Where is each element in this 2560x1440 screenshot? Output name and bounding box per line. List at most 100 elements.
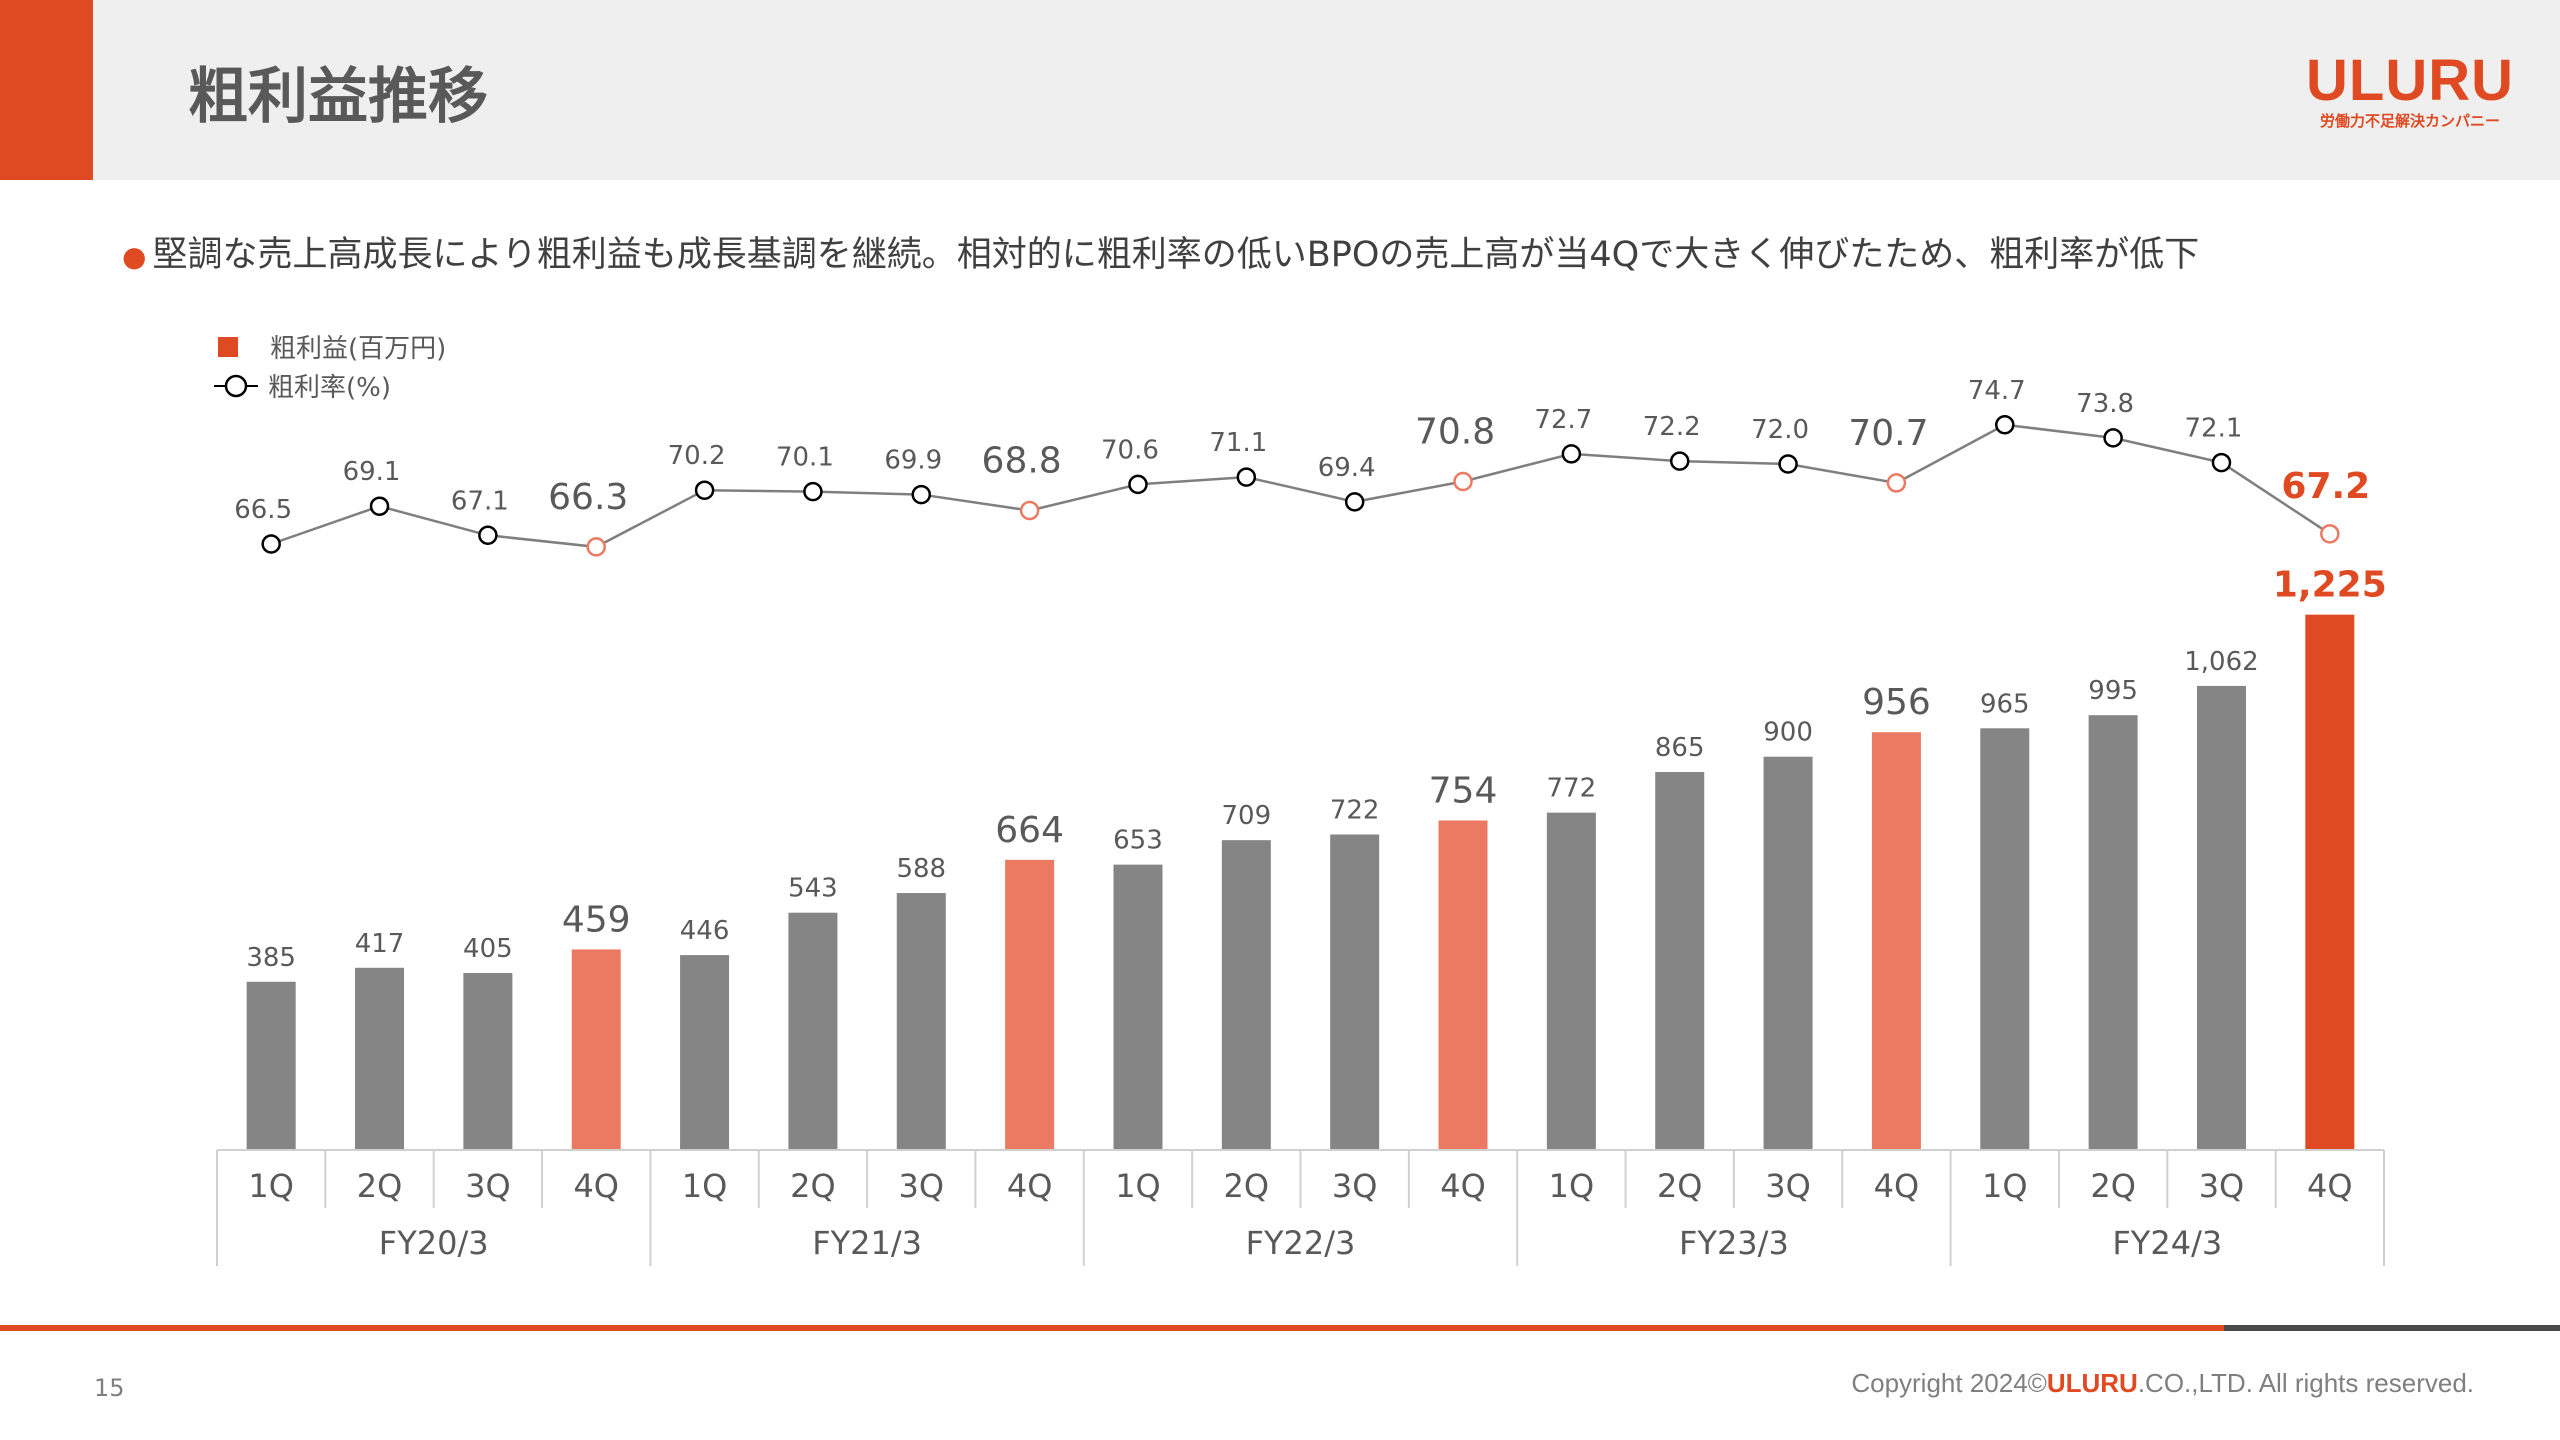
bar — [355, 967, 405, 1150]
quarter-tick-label: 1Q — [1982, 1167, 2028, 1205]
summary-text: 堅調な売上高成長により粗利益も成長基調を継続。相対的に粗利率の低いBPOの売上高… — [152, 235, 2200, 275]
quarter-tick-label: 4Q — [1440, 1167, 1486, 1205]
bar-data-label: 995 — [2088, 676, 2138, 706]
bar — [1871, 732, 1921, 1150]
line-data-label: 71.1 — [1209, 428, 1267, 458]
line-data-label: 74.7 — [1968, 376, 2026, 406]
copyright-suffix: .CO.,LTD. All rights reserved. — [2137, 1368, 2474, 1398]
line-marker — [1453, 471, 1473, 492]
bar-data-label: 385 — [246, 943, 296, 973]
fiscal-year-label: FY22/3 — [1246, 1224, 1356, 1262]
fiscal-year-label: FY21/3 — [812, 1224, 922, 1262]
quarter-tick-label: 2Q — [790, 1167, 836, 1205]
bar-data-label: 965 — [1980, 689, 2030, 719]
fiscal-year-label: FY20/3 — [379, 1224, 489, 1262]
bar-data-label: 653 — [1113, 826, 1163, 856]
line-data-label: 69.1 — [343, 457, 401, 487]
bar — [1221, 840, 1271, 1150]
quarter-tick-label: 3Q — [1765, 1167, 1811, 1205]
footer-line-dark — [2224, 1325, 2560, 1331]
bar — [896, 893, 946, 1150]
line-data-label: 67.2 — [2281, 466, 2370, 507]
bar-data-label: 543 — [788, 874, 838, 904]
line-marker — [694, 480, 715, 500]
bar — [2196, 685, 2246, 1150]
line-marker — [2211, 452, 2232, 473]
line-marker — [911, 484, 932, 505]
copyright-prefix: Copyright 2024© — [1851, 1368, 2047, 1398]
bar — [2305, 614, 2355, 1150]
quarter-tick-label: 2Q — [1224, 1167, 1270, 1205]
bar-data-label: 446 — [680, 916, 730, 946]
quarter-tick-label: 1Q — [248, 1167, 294, 1205]
bar-data-label: 417 — [355, 929, 405, 959]
bar — [246, 981, 296, 1150]
bar-data-label: 1,225 — [2273, 565, 2387, 606]
bar — [1113, 864, 1163, 1150]
quarter-tick-label: 2Q — [1657, 1167, 1703, 1205]
bar — [1330, 834, 1380, 1150]
quarter-tick-label: 1Q — [682, 1167, 728, 1205]
fiscal-year-label: FY23/3 — [1679, 1224, 1789, 1262]
bar-data-label: 459 — [562, 899, 631, 940]
quarter-tick-label: 3Q — [2199, 1167, 2245, 1205]
quarter-tick-label: 3Q — [465, 1167, 511, 1205]
logo-tagline: 労働力不足解決カンパニー — [2320, 112, 2501, 130]
bar-data-label: 405 — [463, 934, 513, 964]
line-data-label: 66.3 — [548, 477, 628, 518]
copyright: Copyright 2024©ULURU.CO.,LTD. All rights… — [1851, 1368, 2474, 1399]
quarter-tick-label: 4Q — [573, 1167, 619, 1205]
line-data-label: 72.1 — [2185, 414, 2243, 444]
bar — [2088, 715, 2138, 1150]
header-accent-block — [0, 0, 93, 180]
page-number: 15 — [94, 1374, 125, 1402]
line-data-label: 69.9 — [884, 446, 942, 476]
line-data-label: 70.8 — [1415, 411, 1495, 452]
line-marker — [2320, 524, 2340, 544]
line-marker — [1561, 444, 1582, 464]
bullet-dot-icon: ● — [122, 240, 147, 273]
quarter-tick-label: 3Q — [899, 1167, 945, 1205]
line-data-label: 70.6 — [1101, 435, 1159, 465]
legend-bar-label: 粗利益(百万円) — [270, 334, 446, 364]
page-title: 粗利益推移 — [188, 62, 488, 132]
quarter-tick-label: 4Q — [1007, 1167, 1053, 1205]
header: 粗利益推移 ULURU 労働力不足解決カンパニー — [0, 0, 2560, 180]
line-marker — [586, 537, 606, 557]
line-marker — [803, 481, 823, 502]
line-marker — [1886, 473, 1907, 493]
line-marker — [1236, 467, 1257, 487]
line-marker — [2103, 428, 2123, 448]
line-marker — [1778, 454, 1798, 474]
bar — [680, 955, 730, 1150]
line-data-label: 72.2 — [1643, 412, 1701, 442]
bar-data-label: 754 — [1429, 771, 1498, 812]
line-marker — [369, 496, 390, 516]
bar — [1438, 820, 1488, 1150]
bar — [1980, 728, 2030, 1150]
bar-data-label: 588 — [896, 854, 946, 884]
quarter-tick-label: 4Q — [2307, 1167, 2353, 1205]
line-marker — [1995, 415, 2015, 435]
bar — [788, 912, 838, 1150]
quarter-tick-label: 4Q — [1874, 1167, 1920, 1205]
line-data-label: 73.8 — [2076, 389, 2134, 419]
copyright-brand: ULURU — [2046, 1368, 2138, 1398]
legend-bar-swatch — [218, 337, 238, 357]
line-marker — [1669, 451, 1690, 471]
line-data-label: 72.7 — [1534, 405, 1592, 435]
line-marker — [261, 534, 281, 554]
bar-data-label: 1,062 — [2184, 647, 2258, 677]
quarter-tick-label: 1Q — [1115, 1167, 1161, 1205]
bar — [1655, 771, 1705, 1150]
uluru-logo: ULURU 労働力不足解決カンパニー — [2306, 52, 2514, 131]
bar — [1005, 859, 1055, 1150]
line-data-label: 69.4 — [1318, 453, 1376, 483]
bar-data-label: 722 — [1330, 795, 1380, 825]
bar-data-label: 709 — [1222, 801, 1272, 831]
summary-bullet: ● 堅調な売上高成長により粗利益も成長基調を継続。相対的に粗利率の低いBPOの売上… — [122, 226, 2199, 277]
footer-line-orange — [0, 1325, 2224, 1331]
line-data-label: 70.7 — [1848, 413, 1928, 454]
line-marker — [1019, 500, 1040, 521]
